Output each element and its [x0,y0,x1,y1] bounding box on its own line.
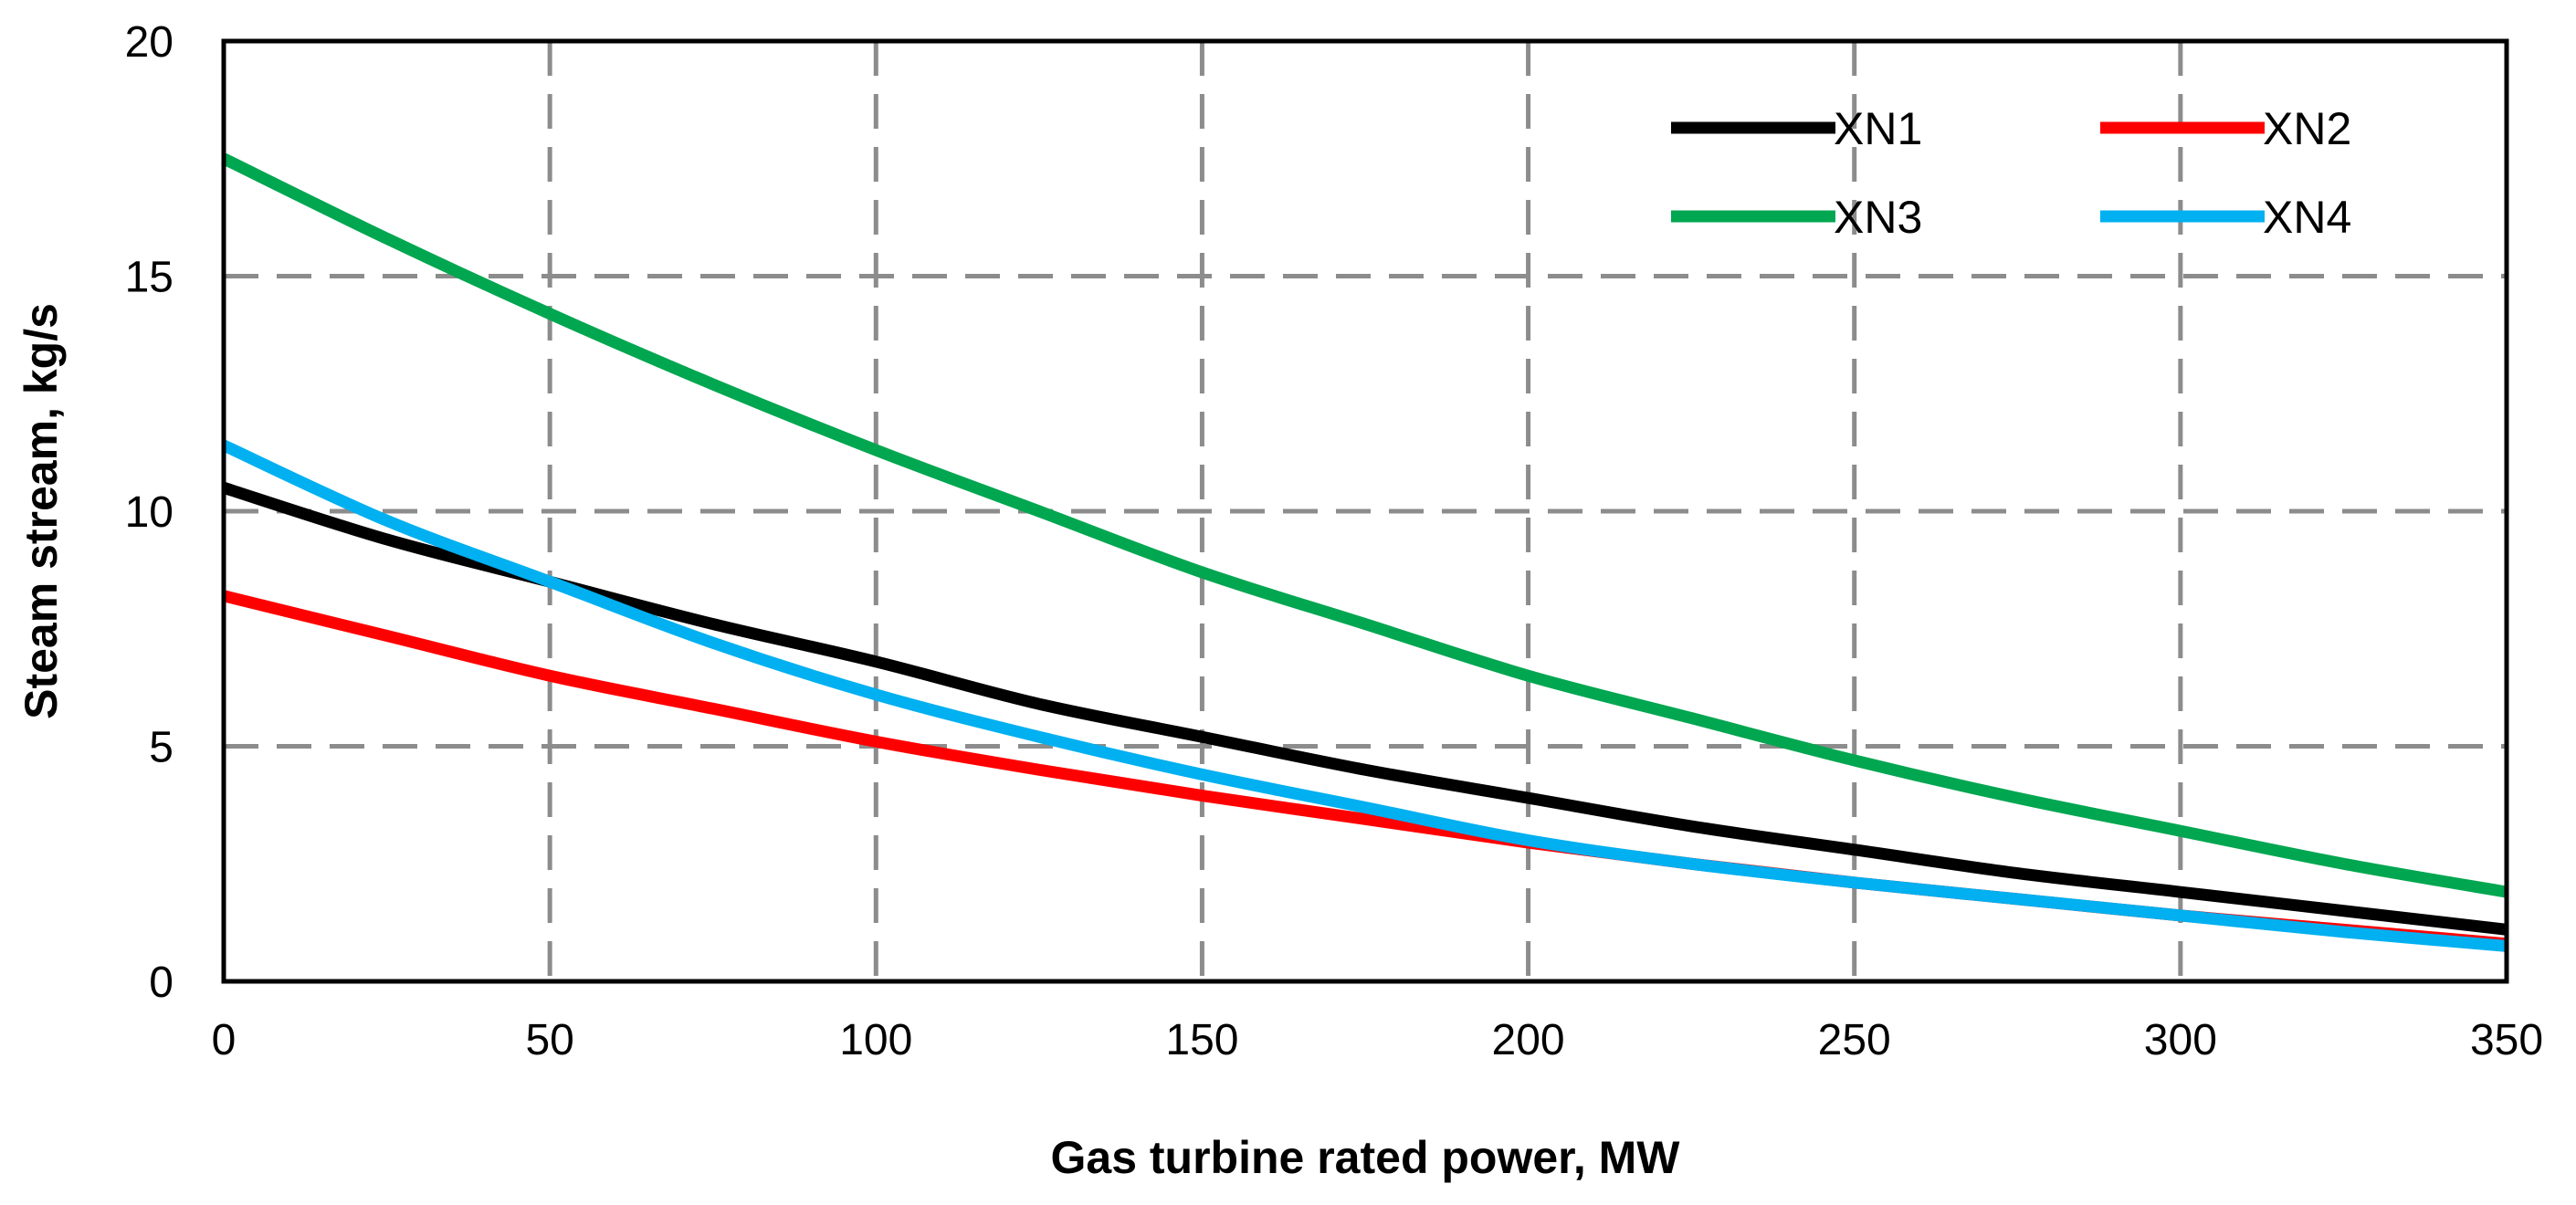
legend-label-xn3: XN3 [1834,192,1922,243]
y-tick-label: 20 [125,18,173,67]
y-tick-label: 5 [149,724,173,772]
y-axis-tick-labels: 0 5 10 15 20 [125,18,173,1007]
data-series [221,152,2508,952]
y-tick-label: 15 [125,254,173,302]
x-tick-label: 250 [1818,1016,1891,1064]
x-tick-label: 100 [839,1016,912,1064]
series-line-xn3 [221,152,2508,898]
legend-label-xn4: XN4 [2263,192,2351,243]
x-tick-label: 150 [1165,1016,1238,1064]
x-tick-label: 0 [212,1016,237,1064]
x-tick-label: 200 [1492,1016,1565,1064]
x-tick-label: 50 [525,1016,573,1064]
legend-label-xn1: XN1 [1834,103,1922,154]
legend: XN1 XN2 XN3 XN4 [1671,103,2351,243]
plot-area-frame [221,38,2509,984]
x-tick-label: 350 [2470,1016,2543,1064]
y-axis-title: Steam stream, kg/s [16,303,67,719]
x-axis-tick-labels: 0 50 100 150 200 250 300 350 [212,1016,2543,1064]
x-axis-title: Gas turbine rated power, MW [1051,1132,1681,1183]
grid-lines [224,41,2507,981]
y-tick-label: 0 [149,959,173,1007]
legend-label-xn2: XN2 [2263,103,2351,154]
x-tick-label: 300 [2144,1016,2217,1064]
series-line-xn4 [221,439,2508,952]
y-tick-label: 10 [125,488,173,537]
